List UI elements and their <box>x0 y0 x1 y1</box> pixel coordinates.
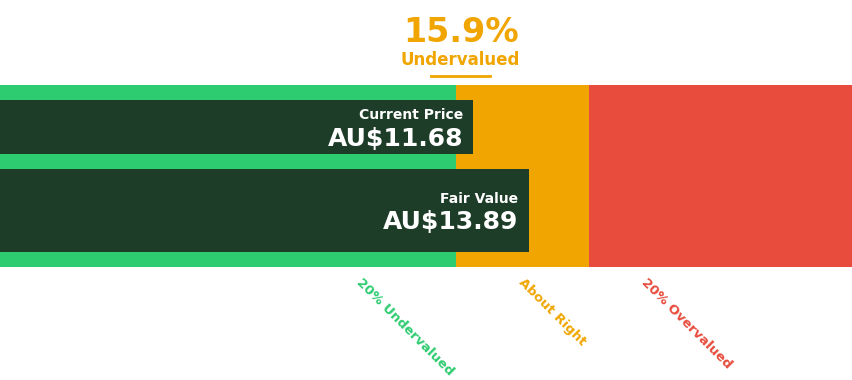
Text: AU$13.89: AU$13.89 <box>383 210 518 234</box>
Bar <box>456 252 588 267</box>
Bar <box>0 100 456 154</box>
Bar <box>0 154 456 169</box>
Text: 15.9%: 15.9% <box>402 16 518 49</box>
Text: Undervalued: Undervalued <box>400 51 520 69</box>
Bar <box>588 85 852 100</box>
Bar <box>456 154 588 169</box>
Bar <box>456 100 588 154</box>
Text: Current Price: Current Price <box>359 108 463 122</box>
Bar <box>0 169 456 252</box>
Text: AU$11.68: AU$11.68 <box>327 127 463 150</box>
Bar <box>0 169 528 252</box>
Bar <box>588 154 852 169</box>
Text: 20% Overvalued: 20% Overvalued <box>638 276 733 371</box>
Bar <box>456 169 588 252</box>
Bar <box>0 100 473 154</box>
Bar <box>0 85 456 100</box>
Bar <box>588 252 852 267</box>
Bar <box>588 169 852 252</box>
Text: 20% Undervalued: 20% Undervalued <box>354 276 456 378</box>
Bar <box>588 100 852 154</box>
Text: About Right: About Right <box>515 276 588 348</box>
Bar <box>0 252 456 267</box>
Text: Fair Value: Fair Value <box>440 192 518 206</box>
Bar <box>456 85 588 100</box>
